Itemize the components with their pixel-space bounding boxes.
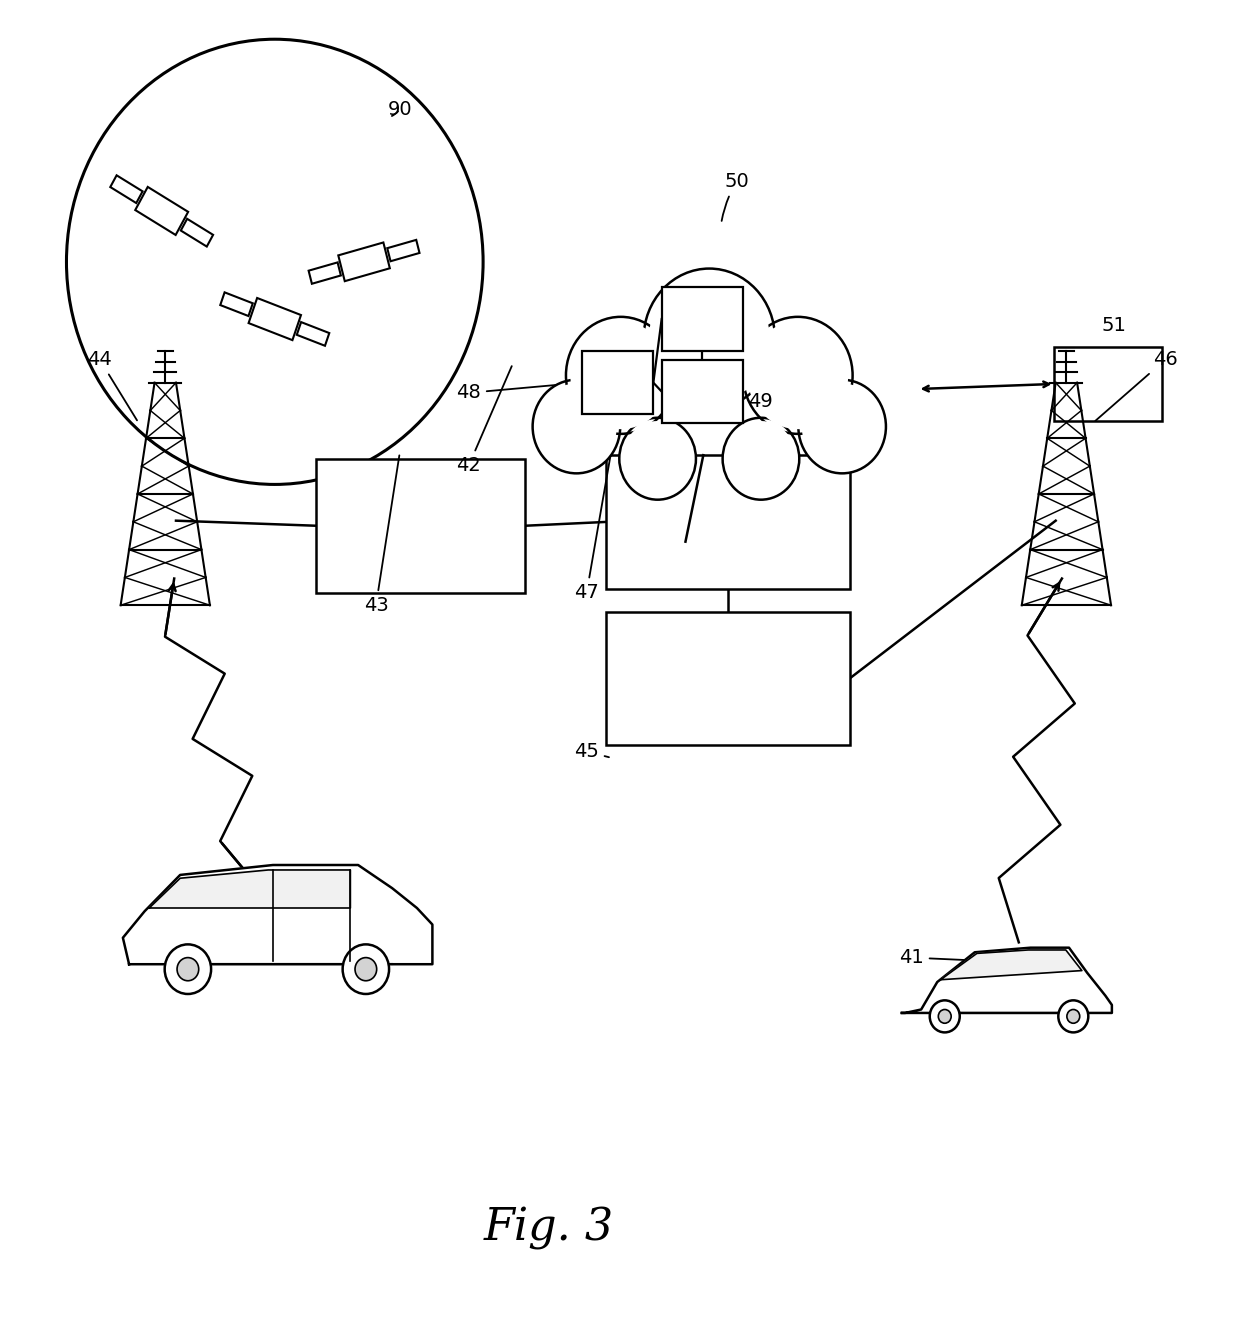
Bar [605,456,849,588]
Text: 45: 45 [574,742,609,761]
Text: 48: 48 [456,383,579,403]
Circle shape [802,383,883,469]
Circle shape [1058,1000,1089,1032]
Text: 44: 44 [88,350,138,420]
Circle shape [165,945,211,994]
Circle shape [1066,1010,1080,1023]
Ellipse shape [525,250,894,514]
Text: 43: 43 [363,456,399,615]
Bar [316,458,525,592]
Circle shape [619,417,696,500]
Circle shape [342,945,389,994]
Text: 42: 42 [456,366,512,474]
Text: 46: 46 [1095,350,1178,421]
Text: 40: 40 [321,885,377,939]
Bar [1054,347,1162,421]
Text: 41: 41 [899,949,993,967]
Circle shape [622,421,693,497]
Circle shape [533,380,620,473]
Text: 50: 50 [722,172,749,221]
Circle shape [930,1000,960,1032]
Circle shape [725,421,796,497]
Circle shape [723,417,800,500]
Bar [662,360,743,424]
Circle shape [536,383,616,469]
Circle shape [565,317,676,433]
Text: 47: 47 [574,452,611,602]
Circle shape [177,958,198,980]
Polygon shape [221,293,253,317]
Bar [662,288,743,351]
Circle shape [644,269,775,409]
Bar [582,351,653,415]
Polygon shape [149,871,351,908]
Polygon shape [110,175,143,203]
Polygon shape [387,240,419,261]
Circle shape [649,274,770,403]
Circle shape [939,1010,951,1023]
Polygon shape [901,947,1112,1012]
Polygon shape [248,298,301,341]
Circle shape [355,958,377,980]
Text: 49: 49 [748,392,773,411]
Circle shape [743,317,853,433]
Polygon shape [296,322,330,346]
Polygon shape [181,219,213,246]
Bar [605,612,849,745]
Polygon shape [135,187,188,235]
Circle shape [799,380,885,473]
Polygon shape [123,865,433,965]
Circle shape [570,322,671,429]
Text: 51: 51 [1101,315,1126,335]
Text: 90: 90 [387,99,412,119]
Polygon shape [339,242,389,281]
Polygon shape [940,950,1081,979]
Polygon shape [309,262,341,284]
Circle shape [748,322,848,429]
Text: Fig. 3: Fig. 3 [484,1207,614,1249]
